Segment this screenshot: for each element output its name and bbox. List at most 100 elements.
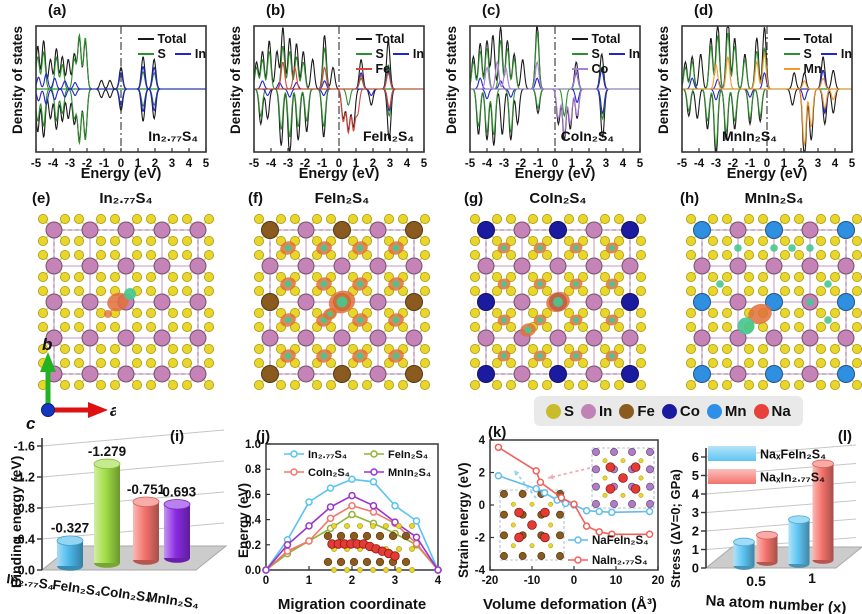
svg-text:-4: -4 xyxy=(482,158,493,170)
c-axis-dot xyxy=(41,403,55,417)
atom-S xyxy=(132,235,143,246)
svg-text:-0.751: -0.751 xyxy=(127,482,166,497)
atom-S xyxy=(470,235,480,246)
atom-S xyxy=(578,357,589,368)
atom-In xyxy=(477,329,495,347)
x-axis-label-b: Energy (eV) xyxy=(298,166,380,182)
data-point xyxy=(348,501,356,510)
dos-curve-In-dn xyxy=(35,88,206,112)
atom-S xyxy=(38,214,48,224)
atom-S xyxy=(815,357,826,368)
structure-title-e: In₂.₇₇S₄ xyxy=(99,190,153,207)
atom-S xyxy=(635,308,646,319)
Fe-atom-icon xyxy=(619,403,635,419)
svg-text:1: 1 xyxy=(692,542,699,557)
atom-S xyxy=(744,379,755,390)
atom-S xyxy=(599,343,610,354)
atom-S xyxy=(132,343,143,354)
charge-blob-green xyxy=(537,353,543,359)
atom-S xyxy=(815,322,826,333)
charge-blob-green xyxy=(392,316,400,324)
charge-blob-green xyxy=(573,245,579,251)
charge-blob-green xyxy=(320,244,328,252)
svg-text:-4: -4 xyxy=(48,158,59,170)
atom-S xyxy=(203,272,214,283)
atom-Co xyxy=(477,221,495,239)
atom-S xyxy=(203,235,214,246)
svg-text:CoIn₂S₄: CoIn₂S₄ xyxy=(308,467,350,479)
atom-S xyxy=(851,214,862,224)
data-point xyxy=(582,522,591,530)
atom-S xyxy=(110,343,121,354)
atom-S xyxy=(419,286,430,297)
atom-S xyxy=(96,343,107,354)
atom-In xyxy=(693,329,711,347)
atom-S xyxy=(59,308,70,319)
svg-text:0: 0 xyxy=(692,561,699,576)
atom-S xyxy=(96,357,107,368)
data-point xyxy=(391,518,399,526)
legend-swatch-Total xyxy=(137,37,154,41)
svg-text:-0.8: -0.8 xyxy=(13,502,35,516)
charge-blob-green xyxy=(553,297,563,307)
atom-S xyxy=(203,343,214,354)
dos-plot-c: -5 -4 -3 -2 -1 0 1 2 3 4 5 xyxy=(465,25,644,170)
atom-S xyxy=(613,250,624,261)
charge-blob-green xyxy=(284,280,292,288)
atom-In xyxy=(189,365,207,383)
svg-text:0: 0 xyxy=(479,500,485,512)
atom-In xyxy=(81,221,99,239)
atom-S xyxy=(506,235,517,246)
svg-text:1.0: 1.0 xyxy=(245,439,261,451)
element-legend-Mn: Mn xyxy=(706,403,747,420)
dos-plot-a: -5 -4 -3 -2 -1 0 1 2 3 4 5 xyxy=(31,25,210,170)
strain-energy-axis-label: Strain energy (eV) xyxy=(456,462,471,578)
atom-S xyxy=(744,214,755,224)
atom-In xyxy=(45,221,63,239)
atom-Fe xyxy=(261,365,279,383)
panel-b-dos: (b) Density of states -5 -4 -3 -2 -1 0 1 2 3 4 5 E… xyxy=(220,2,432,188)
atom-S xyxy=(707,214,718,224)
atom-S xyxy=(613,357,624,368)
annotation-arrow xyxy=(547,467,591,479)
atom-In xyxy=(729,293,747,311)
atom-S xyxy=(744,286,755,297)
svg-text:0: 0 xyxy=(552,158,558,170)
atom-S xyxy=(635,343,646,354)
atom-S xyxy=(829,250,840,261)
panel-g-structure: (g) CoIn₂S₄ xyxy=(464,190,652,402)
migration-path-inset xyxy=(323,523,415,573)
atom-In xyxy=(405,257,423,275)
legend-entry-S: S xyxy=(783,47,812,61)
atom-S xyxy=(829,322,840,333)
atom-S xyxy=(578,235,589,246)
data-point xyxy=(348,510,356,519)
atom-S xyxy=(564,308,575,319)
atom-S xyxy=(686,272,696,283)
atom-S xyxy=(851,308,862,319)
legend-swatch-In xyxy=(392,52,409,56)
charge-blob-green xyxy=(609,281,615,287)
atom-S xyxy=(780,343,791,354)
atom-S xyxy=(722,379,733,390)
atom-S xyxy=(829,214,840,224)
atom-In xyxy=(801,221,819,239)
atom-S xyxy=(74,343,85,354)
panel-label-e: (e) xyxy=(32,190,51,207)
atom-Co xyxy=(621,221,639,239)
panel-f-structure: (f) FeIn₂S₄ xyxy=(248,190,436,402)
atom-In xyxy=(693,257,711,275)
atom-S xyxy=(528,379,539,390)
dos-plot-b: -5 -4 -3 -2 -1 0 1 2 3 4 5 xyxy=(249,25,428,170)
atom-S xyxy=(312,379,323,390)
atom-S xyxy=(578,379,589,390)
crystal-structure-h xyxy=(686,214,862,390)
bar-MnIn₂S₄ xyxy=(163,499,191,563)
panel-c-dos: (c) Density of states -5 -4 -3 -2 -1 0 1 2 3 4 5 E… xyxy=(436,2,648,188)
compound-label-a: In₂.₇₇S₄ xyxy=(148,128,198,144)
legend-swatch-Total xyxy=(571,37,588,41)
atom-S xyxy=(96,322,107,333)
atom-S xyxy=(181,322,192,333)
svg-text:0.0: 0.0 xyxy=(245,565,261,577)
